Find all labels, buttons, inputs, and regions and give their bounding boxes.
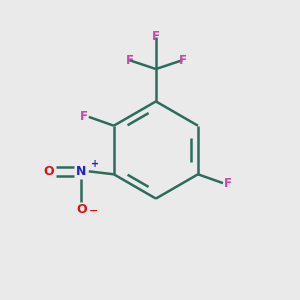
Text: −: − [89,206,98,216]
Text: +: + [91,159,99,169]
Text: F: F [152,30,160,43]
Text: F: F [125,54,134,67]
Text: O: O [76,203,87,216]
Text: O: O [44,165,54,178]
Text: N: N [76,165,87,178]
Text: F: F [224,177,231,190]
Text: F: F [178,54,186,67]
Text: F: F [80,110,88,123]
